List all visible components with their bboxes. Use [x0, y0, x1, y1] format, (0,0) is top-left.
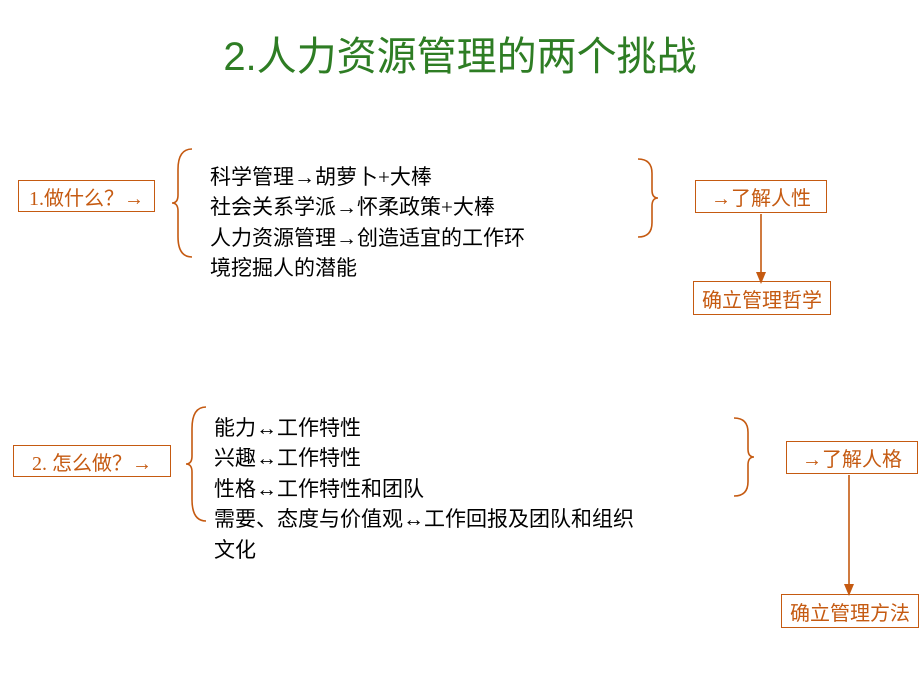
question-box-2: 2. 怎么做？→: [13, 445, 171, 477]
body-line: 兴趣↔工作特性: [214, 443, 734, 473]
body-line: 人力资源管理→创造适宜的工作环: [210, 223, 630, 253]
body-text-2: 能力↔工作特性兴趣↔工作特性性格↔工作特性和团队需要、态度与价值观↔工作回报及团…: [214, 413, 734, 565]
result-box-2a: →了解人格: [786, 441, 918, 474]
question-box-1: 1.做什么？→: [18, 180, 155, 212]
right-brace-2: [732, 416, 756, 498]
result-box-1b: 确立管理哲学: [693, 281, 831, 315]
body-line: 性格↔工作特性和团队: [214, 474, 734, 504]
result-box-1a: →了解人性: [695, 180, 827, 213]
body-line: 境挖掘人的潜能: [210, 253, 630, 283]
body-line: 科学管理→胡萝卜+大棒: [210, 162, 630, 192]
body-line: 需要、态度与价值观↔工作回报及团队和组织: [214, 504, 734, 534]
body-line: 能力↔工作特性: [214, 413, 734, 443]
body-line: 文化: [214, 535, 734, 565]
left-brace-2: [184, 405, 208, 523]
page-title: 2.人力资源管理的两个挑战: [0, 24, 920, 82]
arrow-2: [839, 475, 859, 598]
arrow-1: [751, 214, 771, 286]
body-text-1: 科学管理→胡萝卜+大棒社会关系学派→怀柔政策+大棒人力资源管理→创造适宜的工作环…: [210, 162, 630, 284]
body-line: 社会关系学派→怀柔政策+大棒: [210, 192, 630, 222]
left-brace-1: [170, 147, 194, 259]
right-brace-1: [636, 157, 660, 239]
result-box-2b: 确立管理方法: [781, 594, 919, 628]
stage: 2.人力资源管理的两个挑战 1.做什么？→ 科学管理→胡萝卜+大棒社会关系学派→…: [0, 0, 920, 690]
